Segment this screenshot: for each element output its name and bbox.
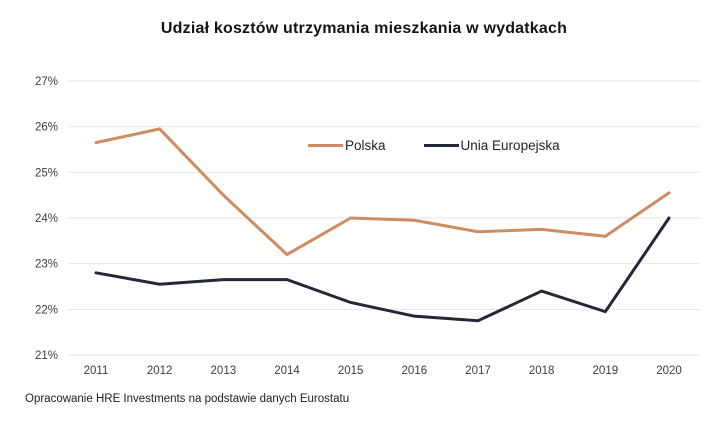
- legend-swatch-polska: [308, 144, 343, 147]
- x-tick-label-2019: 2019: [593, 365, 619, 377]
- y-tick-label-22%: 22%: [35, 304, 58, 316]
- chart-title: Udział kosztów utrzymania mieszkania w w…: [160, 20, 568, 37]
- y-tick-label-26%: 26%: [35, 122, 58, 134]
- y-tick-label-25%: 25%: [35, 167, 58, 179]
- x-tick-label-2018: 2018: [529, 365, 555, 377]
- y-tick-label-23%: 23%: [35, 259, 58, 271]
- series-line-unia-europejska: [94, 216, 671, 323]
- x-tick-label-2020: 2020: [656, 365, 682, 377]
- y-tick-label-24%: 24%: [35, 213, 58, 225]
- x-tick-label-2014: 2014: [274, 365, 300, 377]
- x-tick-label-2013: 2013: [211, 365, 237, 377]
- series-line-polska: [94, 127, 671, 257]
- y-tick-label-27%: 27%: [35, 76, 58, 88]
- x-tick-label-2016: 2016: [402, 365, 428, 377]
- source-note: Opracowanie HRE Investments na podstawie…: [25, 393, 350, 405]
- y-tick-label-21%: 21%: [35, 350, 58, 362]
- legend-item-polska: Polska: [308, 138, 386, 153]
- legend-swatch-unia-europejska: [423, 144, 459, 147]
- x-tick-label-2015: 2015: [338, 365, 364, 377]
- x-tick-label-2017: 2017: [465, 365, 491, 377]
- x-tick-label-2012: 2012: [147, 365, 173, 377]
- x-tick-label-2011: 2011: [84, 365, 109, 377]
- legend-item-unia-europejska: Unia Europejska: [423, 138, 560, 153]
- legend: Polska Unia Europejska: [308, 138, 560, 153]
- legend-label-unia-europejska: Unia Europejska: [460, 138, 560, 153]
- legend-label-polska: Polska: [345, 138, 386, 153]
